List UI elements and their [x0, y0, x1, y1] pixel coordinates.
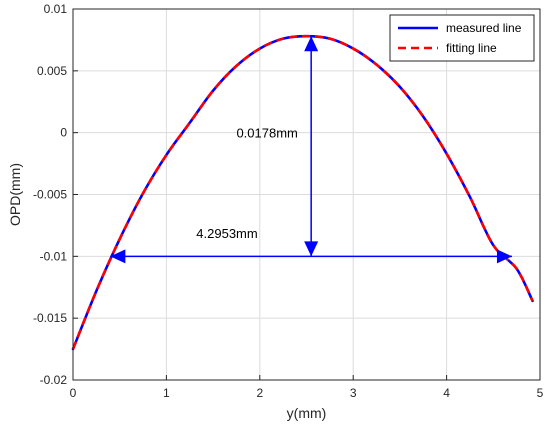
- y-tick-label: -0.01: [40, 249, 68, 263]
- arrow-head-up: [304, 36, 319, 52]
- series-line-2: [71, 34, 534, 350]
- x-axis-label: y(mm): [287, 405, 327, 421]
- arrow-head-right: [496, 249, 512, 264]
- x-tick-label: 4: [443, 386, 450, 400]
- y-tick-label: 0.01: [44, 2, 68, 16]
- arrow-head-left: [110, 249, 126, 264]
- legend-label: measured line: [446, 21, 522, 35]
- legend-box: [389, 14, 535, 62]
- legend-label: fitting line: [446, 41, 497, 55]
- y-tick-label: 0: [60, 126, 67, 140]
- annotations: 0.0178mm 4.2953mm: [110, 36, 512, 264]
- y-tick-label: 0.005: [37, 64, 67, 78]
- x-tick-label: 0: [70, 386, 77, 400]
- arrow-head-down: [304, 241, 319, 257]
- x-tick-label: 2: [256, 386, 263, 400]
- axis-ticks: 0 1 2 3 4 5 -0.02 -0.015 -0.01 -0.005 0 0.005 0.01: [33, 2, 544, 400]
- y-tick-label: -0.005: [33, 188, 67, 202]
- legend: measured line fitting line: [389, 14, 535, 62]
- y-tick-label: -0.015: [33, 311, 67, 325]
- annotation-label: 0.0178mm: [236, 126, 297, 141]
- series-layer: [71, 34, 534, 351]
- x-tick-label: 1: [163, 386, 170, 400]
- x-tick-label: 3: [350, 386, 357, 400]
- y-tick-label: -0.02: [40, 373, 68, 387]
- y-axis-label: OPD(mm): [7, 163, 23, 226]
- annotation-label: 4.2953mm: [196, 226, 257, 241]
- x-tick-label: 5: [537, 386, 544, 400]
